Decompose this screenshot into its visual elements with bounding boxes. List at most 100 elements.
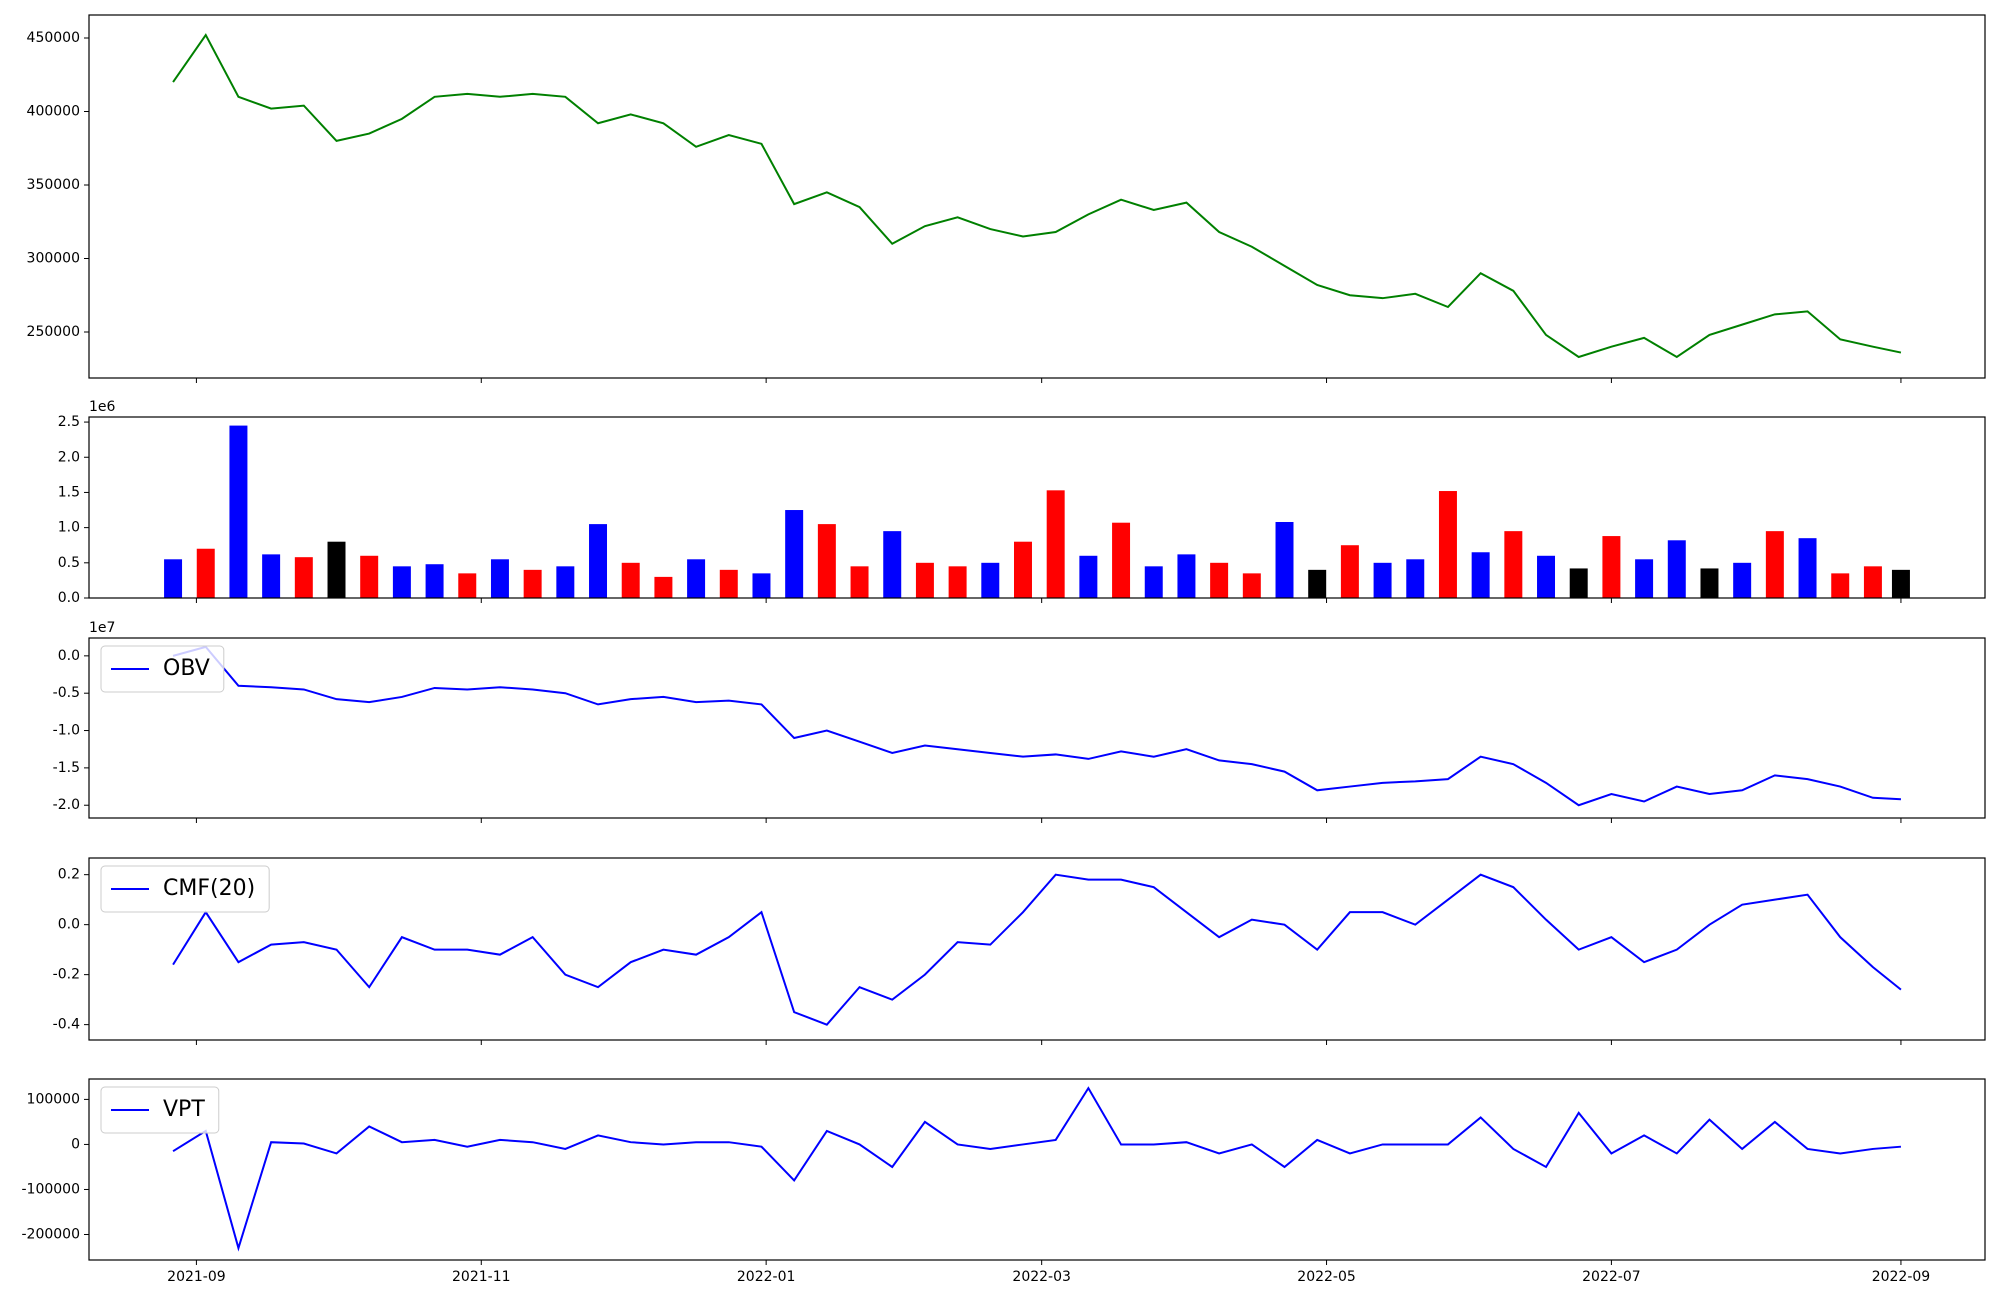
y-tick-label: -200000 <box>22 1227 81 1243</box>
volume-bar <box>1144 566 1163 598</box>
x-tick-label: 2022-07 <box>1582 1269 1641 1285</box>
y-tick-label: 100000 <box>27 1091 80 1107</box>
volume-bar <box>1406 559 1425 598</box>
volume-bar <box>425 564 444 598</box>
volume-bar <box>1177 554 1196 598</box>
volume-bar <box>850 566 869 598</box>
y-tick-label: -100000 <box>22 1181 81 1197</box>
y-tick-label: -1.5 <box>53 760 80 776</box>
volume-bar <box>490 559 509 598</box>
legend-label: CMF(20) <box>163 876 255 901</box>
y-tick-label: -1.0 <box>53 723 80 739</box>
volume-bar <box>1373 562 1392 598</box>
volume-bar <box>1471 552 1490 598</box>
series-line <box>172 645 1901 807</box>
volume-bar <box>164 559 183 598</box>
plot-frame <box>88 857 1986 1041</box>
legend-label: VPT <box>163 1097 205 1122</box>
volume-bar <box>948 566 967 598</box>
volume-bar <box>1438 491 1457 598</box>
x-tick-label: 2022-01 <box>737 1269 796 1285</box>
x-tick-label: 2021-11 <box>452 1269 511 1285</box>
y-tick-label: 250000 <box>27 324 80 340</box>
plot-frame <box>88 416 1986 599</box>
volume-bar <box>1210 562 1229 598</box>
y-tick-label: 400000 <box>27 104 80 120</box>
series-line <box>172 873 1902 1026</box>
x-tick-label: 2022-03 <box>1012 1269 1071 1285</box>
volume-bar <box>1733 562 1752 598</box>
series-line <box>172 1086 1902 1252</box>
volume-bar <box>360 555 379 598</box>
y-tick-label: -2.0 <box>53 797 80 813</box>
legend-box <box>100 1086 220 1134</box>
volume-bar <box>654 576 673 598</box>
volume-bar <box>1700 568 1719 598</box>
y-tick-label: -0.2 <box>53 967 80 983</box>
volume-bar <box>883 531 902 598</box>
y-tick-label: 0.0 <box>58 590 80 606</box>
y-tick-label: 0 <box>71 1136 80 1152</box>
plot-frame <box>88 637 1986 819</box>
x-tick-label: 2022-09 <box>1872 1269 1931 1285</box>
volume-bar <box>1079 555 1098 598</box>
volume-bar <box>1831 573 1850 598</box>
volume-bar <box>1242 573 1261 598</box>
volume-bar <box>1112 522 1131 598</box>
y-tick-label: 350000 <box>27 177 80 193</box>
volume-bar <box>1765 531 1784 598</box>
volume-bar <box>1798 538 1817 598</box>
volume-bar <box>589 524 608 598</box>
axis-offset-label: 1e6 <box>89 399 116 415</box>
volume-bar <box>294 557 313 598</box>
volume-bar <box>1046 490 1065 598</box>
y-tick-label: -0.5 <box>53 685 80 701</box>
y-tick-label: 450000 <box>27 30 80 46</box>
y-tick-label: 0.0 <box>58 648 80 664</box>
volume-bar <box>1308 569 1327 598</box>
y-tick-label: 2.0 <box>58 449 80 465</box>
y-tick-label: 0.2 <box>58 867 80 883</box>
volume-bar <box>327 541 346 598</box>
volume-bar <box>523 569 542 598</box>
y-tick-label: -0.4 <box>53 1017 80 1033</box>
y-tick-label: 2.5 <box>58 414 80 430</box>
volume-bar <box>1863 566 1882 598</box>
y-tick-label: 1.0 <box>58 520 80 536</box>
volume-bar <box>1635 559 1654 598</box>
volume-bar <box>817 524 836 598</box>
volume-bar <box>1014 541 1032 598</box>
volume-bar <box>1891 569 1910 598</box>
x-tick-label: 2021-09 <box>167 1269 226 1285</box>
plot-frame <box>88 1078 1986 1261</box>
volume-bar <box>1569 568 1588 598</box>
volume-bar <box>915 562 934 598</box>
volume-bar <box>621 562 640 598</box>
y-tick-label: 0.0 <box>58 917 80 933</box>
volume-bar <box>1667 540 1686 598</box>
plot-frame <box>88 14 1986 379</box>
volume-bar <box>458 573 477 598</box>
series-line <box>172 33 1902 359</box>
volume-bar <box>262 554 281 598</box>
volume-bar <box>1340 545 1359 598</box>
axis-offset-label: 1e7 <box>89 620 115 636</box>
y-tick-label: 0.5 <box>58 555 80 571</box>
legend-box <box>100 865 270 913</box>
volume-bar <box>1504 531 1523 598</box>
volume-bar <box>196 548 215 598</box>
volume-bar <box>1537 555 1556 598</box>
y-tick-label: 300000 <box>27 250 80 266</box>
legend-box <box>100 645 225 693</box>
volume-bar <box>719 569 738 598</box>
volume-bar <box>785 510 804 598</box>
volume-bar <box>1602 536 1621 598</box>
x-tick-label: 2022-05 <box>1297 1269 1356 1285</box>
volume-bar <box>981 562 1000 598</box>
volume-bar <box>229 425 248 598</box>
legend-label: OBV <box>163 656 210 681</box>
y-tick-label: 1.5 <box>58 484 80 500</box>
volume-bar <box>392 566 411 598</box>
